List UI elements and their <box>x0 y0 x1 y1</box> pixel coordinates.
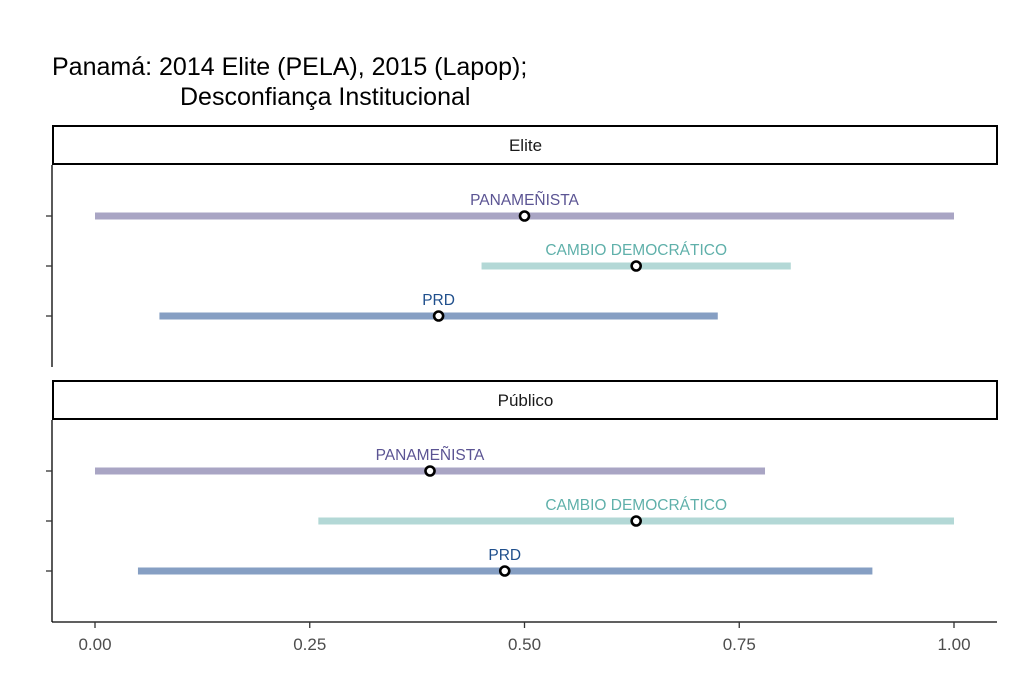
party-label: CAMBIO DEMOCRÁTICO <box>545 497 727 514</box>
party-label: CAMBIO DEMOCRÁTICO <box>545 242 727 259</box>
x-tick-label: 0.25 <box>293 635 326 654</box>
mean-point <box>424 465 436 477</box>
facet-strip <box>52 125 998 165</box>
party-label: PANAMEÑISTA <box>376 447 485 464</box>
chart-title-line1: Panamá: 2014 Elite (PELA), 2015 (Lapop); <box>52 53 528 81</box>
party-label: PANAMEÑISTA <box>470 192 579 209</box>
x-tick-label: 0.00 <box>78 635 111 654</box>
chart-title-line2: Desconfiança Institucional <box>180 83 471 111</box>
party-label: PRD <box>488 547 521 564</box>
x-tick-label: 1.00 <box>937 635 970 654</box>
party-label: PRD <box>422 292 455 309</box>
mean-point <box>630 260 642 272</box>
x-tick-label: 0.75 <box>723 635 756 654</box>
mean-point <box>630 515 642 527</box>
x-tick-label: 0.50 <box>508 635 541 654</box>
facet-strip <box>52 380 998 420</box>
mean-point <box>498 565 511 577</box>
facet-label: Público <box>498 391 554 410</box>
mean-point <box>518 210 531 222</box>
mean-point <box>432 310 445 322</box>
facet-label: Elite <box>509 136 542 155</box>
